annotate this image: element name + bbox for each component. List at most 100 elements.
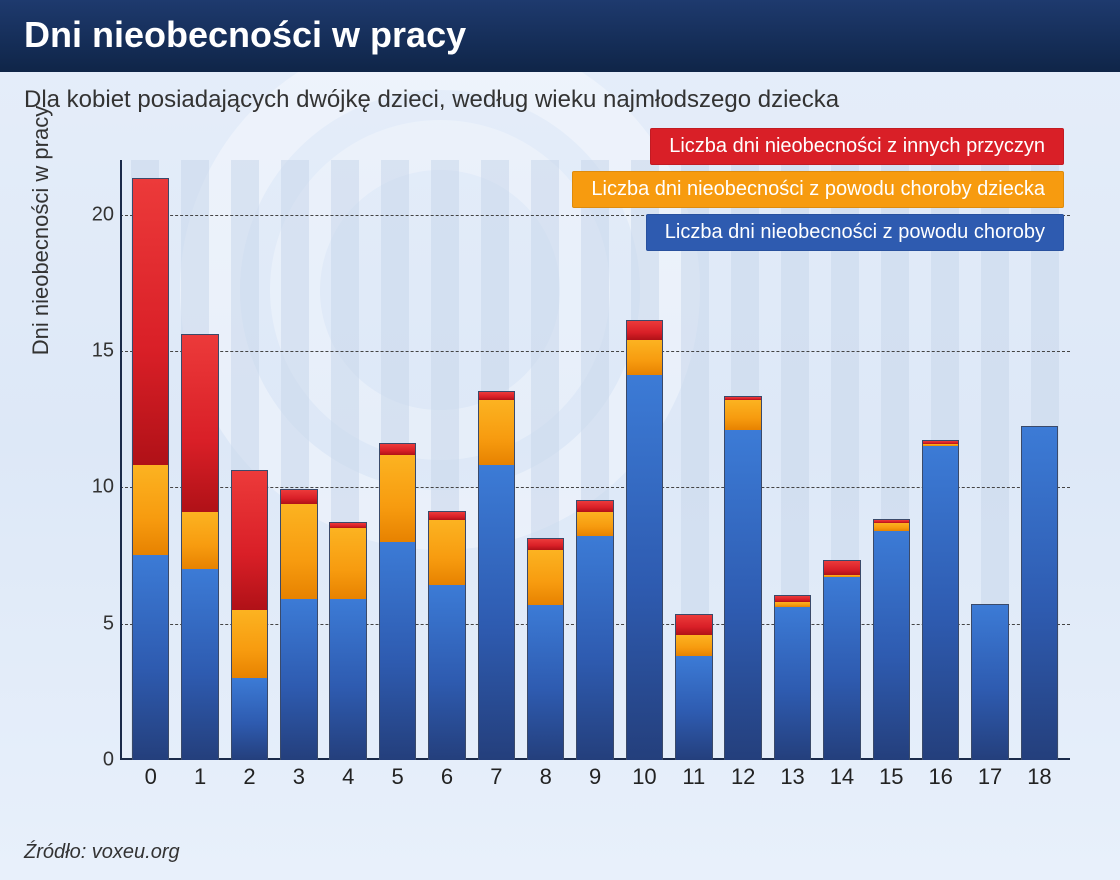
stacked-bar xyxy=(132,178,170,760)
bar-segment-blue xyxy=(330,599,366,760)
bar-segment-orange xyxy=(330,528,366,599)
stacked-bar xyxy=(181,334,219,760)
stacked-bar xyxy=(774,595,812,760)
x-tick-label: 3 xyxy=(274,764,323,790)
bar-segment-blue xyxy=(528,605,564,760)
source-attribution: Źródło: voxeu.org xyxy=(24,841,180,864)
stacked-bar xyxy=(478,391,516,760)
chart-header: Dni nieobecności w pracy xyxy=(0,0,1120,72)
bar-slot xyxy=(126,160,175,760)
x-tick-label: 7 xyxy=(472,764,521,790)
x-tick-label: 18 xyxy=(1015,764,1064,790)
stacked-bar xyxy=(873,519,911,760)
stacked-bar xyxy=(231,470,269,760)
chart-title: Dni nieobecności w pracy xyxy=(24,14,466,55)
y-tick-label: 0 xyxy=(76,749,114,772)
y-tick-label: 10 xyxy=(76,476,114,499)
bar-segment-blue xyxy=(281,599,317,760)
bar-segment-red xyxy=(133,179,169,465)
y-tick-label: 5 xyxy=(76,612,114,635)
x-tick-label: 5 xyxy=(373,764,422,790)
bar-segment-red xyxy=(528,539,564,550)
bar-segment-blue xyxy=(182,569,218,760)
bar-segment-orange xyxy=(725,400,761,430)
bar-segment-blue xyxy=(627,375,663,760)
bar-segment-blue xyxy=(824,577,860,760)
x-tick-label: 15 xyxy=(867,764,916,790)
x-tick-label: 13 xyxy=(768,764,817,790)
bar-segment-red xyxy=(232,471,268,610)
bar-segment-red xyxy=(577,501,613,512)
bar-segment-blue xyxy=(429,585,465,760)
x-tick-label: 4 xyxy=(324,764,373,790)
legend-item-red: Liczba dni nieobecności z innych przyczy… xyxy=(650,128,1064,165)
stacked-bar xyxy=(379,443,417,760)
x-tick-label: 14 xyxy=(817,764,866,790)
bar-segment-blue xyxy=(676,656,712,760)
bar-segment-orange xyxy=(577,512,613,537)
x-ticks-group: 0123456789101112131415161718 xyxy=(120,764,1070,790)
bar-segment-blue xyxy=(380,542,416,760)
x-tick-label: 9 xyxy=(570,764,619,790)
stacked-bar xyxy=(971,604,1009,760)
bar-segment-orange xyxy=(429,520,465,585)
stacked-bar xyxy=(576,500,614,760)
bar-segment-orange xyxy=(133,465,169,555)
bar-segment-orange xyxy=(479,400,515,465)
bar-segment-blue xyxy=(775,607,811,760)
bar-segment-red xyxy=(676,615,712,634)
stacked-bar xyxy=(280,489,318,760)
x-tick-label: 11 xyxy=(669,764,718,790)
x-tick-label: 0 xyxy=(126,764,175,790)
x-tick-label: 16 xyxy=(916,764,965,790)
stacked-bar xyxy=(428,511,466,760)
bar-segment-red xyxy=(627,321,663,340)
bar-segment-blue xyxy=(232,678,268,760)
bar-segment-orange xyxy=(627,340,663,375)
bar-segment-orange xyxy=(676,635,712,657)
bar-segment-orange xyxy=(874,523,910,531)
stacked-bar xyxy=(675,614,713,760)
y-tick-label: 15 xyxy=(76,339,114,362)
legend: Liczba dni nieobecności z innych przyczy… xyxy=(572,128,1064,251)
stacked-bar xyxy=(922,440,960,760)
x-tick-label: 8 xyxy=(521,764,570,790)
bar-slot xyxy=(175,160,224,760)
legend-item-orange: Liczba dni nieobecności z powodu choroby… xyxy=(572,171,1064,208)
x-tick-label: 17 xyxy=(965,764,1014,790)
bar-segment-blue xyxy=(923,446,959,760)
chart-subtitle: Dla kobiet posiadających dwójkę dzieci, … xyxy=(0,72,1120,114)
x-tick-label: 12 xyxy=(719,764,768,790)
x-tick-label: 6 xyxy=(422,764,471,790)
bar-segment-blue xyxy=(133,555,169,760)
bar-segment-orange xyxy=(380,455,416,542)
bar-slot xyxy=(225,160,274,760)
bar-segment-red xyxy=(281,490,317,504)
bar-segment-orange xyxy=(528,550,564,605)
stacked-bar xyxy=(1021,426,1059,760)
x-tick-label: 2 xyxy=(225,764,274,790)
bar-segment-blue xyxy=(972,605,1008,760)
bar-slot xyxy=(422,160,471,760)
bar-segment-orange xyxy=(281,504,317,599)
bar-segment-orange xyxy=(232,610,268,678)
bar-segment-red xyxy=(824,561,860,575)
x-tick-label: 10 xyxy=(620,764,669,790)
bar-segment-red xyxy=(429,512,465,520)
stacked-bar xyxy=(724,396,762,760)
legend-item-blue: Liczba dni nieobecności z powodu choroby xyxy=(646,214,1064,251)
bar-segment-red xyxy=(380,444,416,455)
y-axis-label: Dni nieobecności w pracy xyxy=(28,106,54,355)
stacked-bar xyxy=(527,538,565,760)
bar-slot xyxy=(472,160,521,760)
stacked-bar xyxy=(329,522,367,760)
bar-slot xyxy=(324,160,373,760)
bar-segment-blue xyxy=(874,531,910,760)
bar-slot xyxy=(274,160,323,760)
bar-segment-blue xyxy=(725,430,761,760)
y-tick-label: 20 xyxy=(76,203,114,226)
stacked-bar xyxy=(626,320,664,760)
bar-segment-blue xyxy=(577,536,613,760)
bar-segment-orange xyxy=(182,512,218,569)
bar-segment-red xyxy=(479,392,515,400)
